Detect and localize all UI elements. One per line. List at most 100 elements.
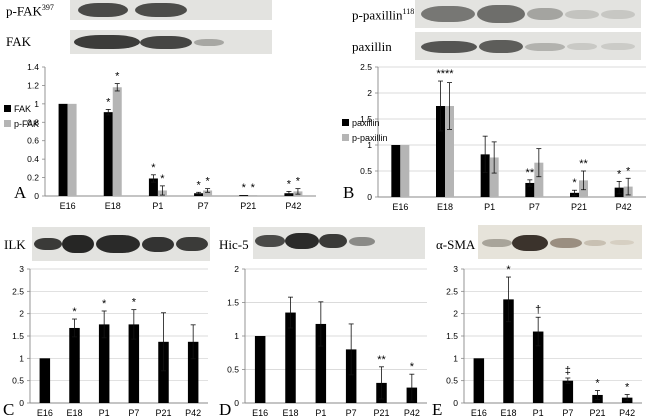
panel-e-significance-mark: † [535,304,541,316]
panel-d-xtick-label: P1 [315,408,326,418]
panel-d-xtick-label: E16 [252,408,268,418]
panel-a-legend-label: p-FAK [14,119,39,129]
panel-b-significance-mark: * [572,177,577,189]
panel-e-xtick-label: P1 [533,408,544,418]
panel-e-bar [473,358,485,403]
panel-a-legend-swatch [4,105,11,112]
panel-a-legend-label: FAK [14,104,31,114]
panel-c-bar [69,327,80,403]
panel-b-significance-mark: ** [579,158,588,170]
panel-a-bar [194,193,204,196]
panel-a-significance-mark: * [160,173,165,185]
panel-a-bar [203,190,213,196]
panel-c-bar [98,324,110,403]
fak-blot [70,30,272,54]
hic5-blot-label: Hic-5 [219,237,249,252]
asma-blot [478,225,642,259]
panel-a-bar [239,195,249,196]
panel-b-significance-mark: ** [526,167,535,179]
hic5-blot [253,227,425,259]
panel-a-significance-mark: * [196,179,201,191]
panel-e-xtick-label: P42 [619,408,635,418]
panel-e-bar [532,331,544,403]
panel-b-legend-label: paxillin [352,118,380,128]
panel-c-xtick-label: P21 [155,408,171,418]
panel-b-legend-swatch [342,119,349,126]
panel-b-ytick-label: 2 [367,88,372,98]
panel-a-ytick-label: 1 [34,99,39,109]
panel-label-d: D [219,400,232,419]
panel-a-bar [248,195,258,196]
panel-e-ytick-label: 2.5 [446,286,458,296]
panel-d-ytick-label: 2 [234,264,239,274]
panel-c-bar [158,341,169,403]
panel-a-bar [58,103,68,196]
panel-b-xtick-label: P1 [484,202,495,212]
panel-b-xtick-label: P21 [571,202,587,212]
panel-b-bar [400,145,410,197]
panel-a-xtick-label: P21 [240,201,256,211]
panel-a-significance-mark: * [106,96,111,108]
panel-d-ytick-label: 0 [234,398,239,408]
panel-b-xtick-label: P7 [529,202,540,212]
panel-a-ytick-label: 1.2 [27,80,39,90]
panel-a-xtick-label: E18 [105,201,121,211]
panel-a-ytick-label: 0.4 [27,154,39,164]
panel-c-significance-mark: * [132,297,137,309]
panel-d-xtick-label: P7 [346,408,357,418]
panel-b-significance-mark: **** [436,68,454,80]
panel-e-bar [562,380,574,403]
panel-d-bar [254,336,266,403]
panel-d-ytick-label: 1.5 [227,298,239,308]
panel-a-bar [148,178,158,196]
panel-c-ytick-label: 2.5 [12,286,24,296]
panel-c-significance-mark: * [72,306,77,318]
panel-d-xtick-label: P21 [373,408,389,418]
panel-d-ytick-label: 1 [234,331,239,341]
panel-b-legend-swatch [342,134,349,141]
panel-e-xtick-label: E18 [500,408,516,418]
panel-a-significance-mark: * [287,178,292,190]
ilk-blot [32,227,210,261]
panel-c-ytick-label: 3 [19,264,24,274]
panel-d-significance-mark: ** [377,354,386,366]
ppaxillin-blot-label: p-paxillin118 [352,7,415,23]
panel-a-xtick-label: P1 [152,201,163,211]
paxillin-blot [415,32,641,60]
panel-e-xtick-label: E16 [471,408,487,418]
ilk-blot-label: ILK [4,237,26,252]
panel-c-bar [128,324,140,403]
panel-e-significance-mark: * [625,382,630,394]
panel-b-xtick-label: E16 [392,202,408,212]
panel-a-ytick-label: 1.4 [27,62,39,72]
panel-a-xtick-label: E16 [60,201,76,211]
panel-d-bar [345,349,357,403]
panel-a-significance-mark: * [151,162,156,174]
panel-b-bar [525,182,535,197]
panel-b-bar [445,106,454,197]
panel-e-ytick-label: 0 [453,398,458,408]
asma-blot-label: α-SMA [436,237,476,252]
panel-a-ytick-label: 0.8 [27,117,39,127]
panel-b-bar [489,157,499,197]
panel-a-xtick-label: P7 [198,201,209,211]
panel-e-ytick-label: 0.5 [446,376,458,386]
panel-c-bar [39,358,51,403]
panel-a-bar [103,112,113,196]
panel-d-xtick-label: E18 [282,408,298,418]
panel-e-bar [503,299,514,403]
panel-b-ytick-label: 2.5 [360,62,372,72]
panel-a-bar [67,103,77,196]
panel-e-ytick-label: 2 [453,309,458,319]
panel-a-legend-swatch [4,120,11,127]
panel-a-significance-mark: * [296,176,301,188]
panel-c-xtick-label: E16 [37,408,53,418]
fak-blot-label: FAK [6,34,32,49]
panel-label-a: A [14,183,27,202]
panel-c-xtick-label: P7 [128,408,139,418]
panel-e-xtick-label: P7 [562,408,573,418]
panel-a-ytick-label: 0 [34,191,39,201]
panel-b-bar [534,162,544,197]
panel-b-xtick-label: E18 [437,202,453,212]
